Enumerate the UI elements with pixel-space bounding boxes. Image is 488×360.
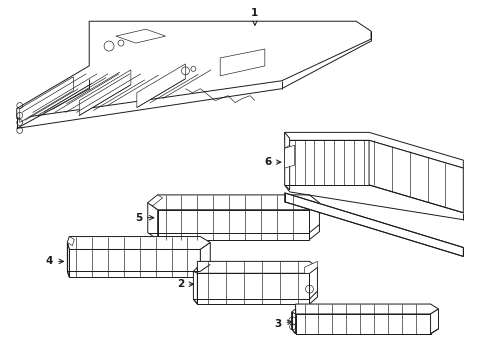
Polygon shape [67, 237, 74, 246]
Polygon shape [20, 77, 73, 122]
Polygon shape [309, 203, 319, 239]
Polygon shape [79, 70, 131, 116]
Polygon shape [291, 309, 295, 334]
Polygon shape [17, 21, 370, 118]
Polygon shape [67, 237, 210, 249]
Polygon shape [429, 309, 438, 334]
Polygon shape [147, 203, 157, 239]
Polygon shape [295, 304, 438, 314]
Polygon shape [157, 210, 309, 239]
Text: 4: 4 [46, 256, 63, 266]
Polygon shape [284, 132, 289, 190]
Polygon shape [284, 145, 294, 168]
Polygon shape [309, 267, 317, 304]
Polygon shape [197, 261, 317, 273]
Polygon shape [193, 267, 197, 304]
Polygon shape [137, 64, 185, 108]
Text: 3: 3 [274, 319, 291, 329]
Polygon shape [368, 140, 462, 213]
Text: 6: 6 [264, 157, 280, 167]
Polygon shape [284, 140, 368, 185]
Polygon shape [295, 314, 429, 334]
Polygon shape [304, 261, 317, 273]
Text: 2: 2 [177, 279, 193, 289]
Polygon shape [200, 243, 210, 277]
Polygon shape [220, 49, 264, 76]
Polygon shape [67, 243, 69, 277]
Polygon shape [284, 132, 462, 168]
Text: 5: 5 [135, 213, 154, 223]
Polygon shape [147, 195, 163, 206]
Polygon shape [116, 29, 165, 43]
Polygon shape [284, 193, 462, 256]
Polygon shape [197, 273, 309, 304]
Polygon shape [147, 195, 319, 210]
Polygon shape [69, 249, 200, 277]
Text: 1: 1 [251, 8, 258, 25]
